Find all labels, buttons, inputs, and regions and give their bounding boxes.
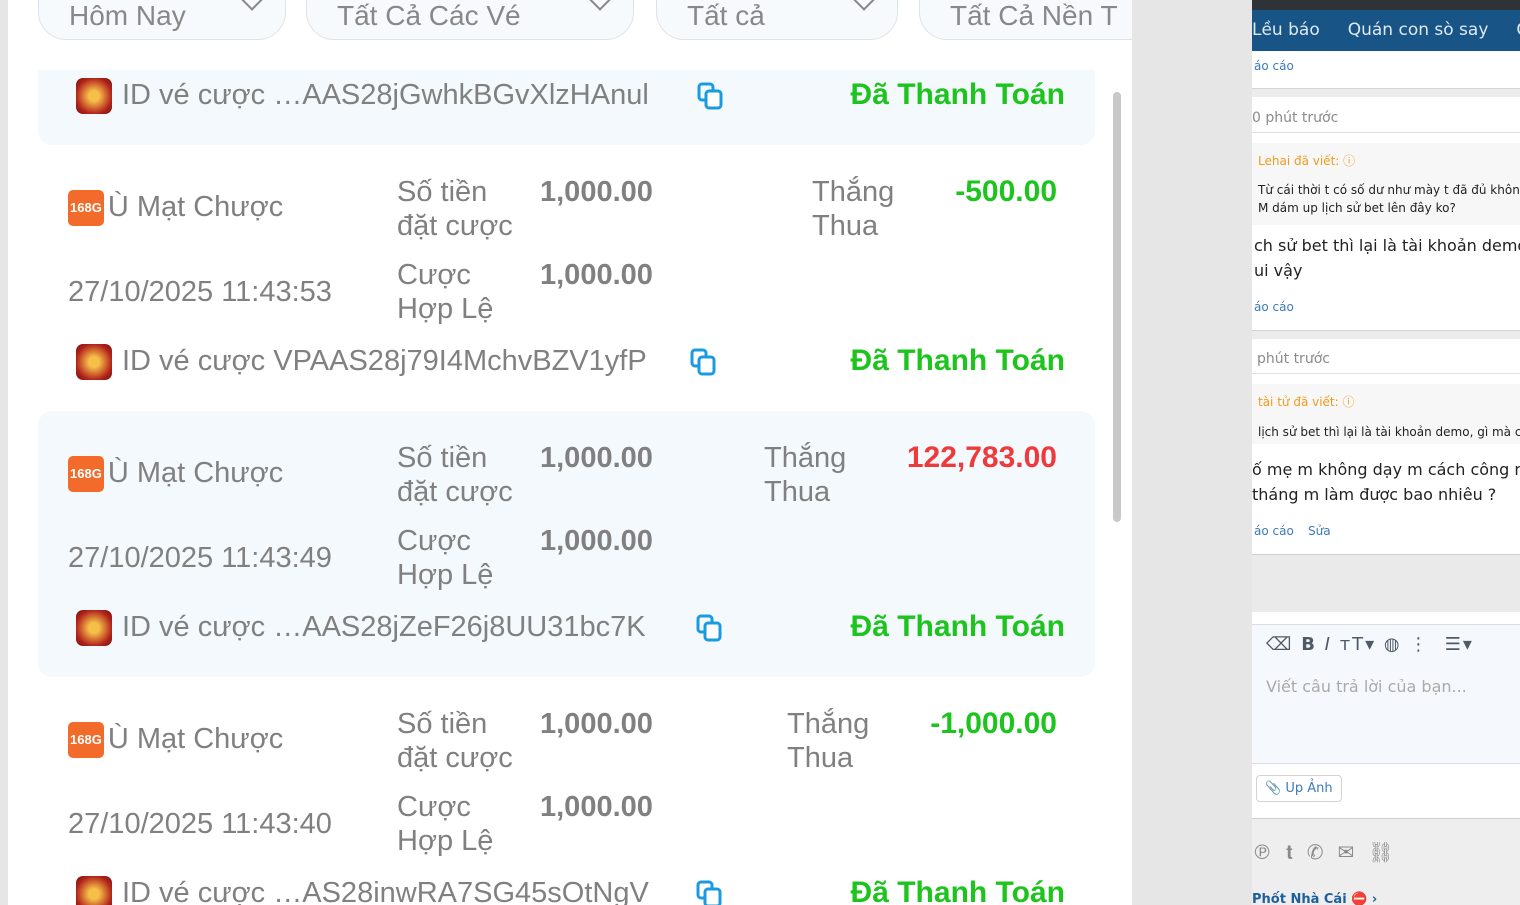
status-paid: Đã Thanh Toán [850,344,1065,377]
bet-amount: 1,000.00 [540,176,653,208]
provider-badge: 168G [68,456,104,493]
forum-nav: Lều báo Quán con sò say Ch [1252,10,1520,51]
game-name: 168G Ù Mạt Chược [68,190,283,227]
quote-text: lịch sử bet thì lại là tài khoản demo, g… [1258,425,1520,439]
copy-icon[interactable] [695,614,723,642]
editor-toolbar[interactable]: ⌫ B I тT▾ ◍ ⋮ ☰▾ [1266,634,1474,655]
winloss-amount: -1,000.00 [930,707,1057,740]
share-icons[interactable]: ℗𝐭✆✉⛓ [1252,840,1408,864]
ticket-filter[interactable]: Tất Cả Các Vé [306,0,634,40]
bet-datetime: 27/10/2025 11:43:53 [68,276,332,308]
slot-game-icon [76,610,112,646]
upload-label: Up Ảnh [1285,781,1333,796]
valid-label: Cược Hợp Lệ [397,525,494,591]
amount-label: Số tiền đặt cược [397,176,513,242]
status-paid: Đã Thanh Toán [850,610,1065,643]
nav-item[interactable]: Lều báo [1252,20,1320,40]
valid-amount: 1,000.00 [540,791,653,823]
bet-amount: 1,000.00 [540,708,653,740]
amount-label: Số tiền đặt cược [397,708,513,774]
forum-window: Lều báo Quán con sò say Ch áo cáo 0 phút t… [1252,0,1520,905]
filter-label: Tất Cả Nền T [950,0,1118,31]
valid-label: Cược Hợp Lệ [397,259,494,325]
report-link[interactable]: áo cáo [1254,524,1294,538]
browser-bar [1252,0,1520,10]
filter-label: Tất Cả Các Vé [337,0,521,31]
slot-game-icon [76,344,112,380]
winloss-label: Thắng Thua [812,176,895,242]
scrollbar[interactable] [1113,92,1121,522]
amount-label: Số tiền đặt cược [397,442,513,508]
bet-history-panel: Hôm Nay Tất Cả Các Vé Tất cả Tất Cả Nền … [8,0,1132,905]
reply-input[interactable]: Viết câu trả lời của bạn... [1266,677,1467,696]
post-body: ố mẹ m không dạy m cách công n [1252,460,1520,479]
reply-editor[interactable] [1252,624,1520,764]
ticket-id: ID vé cược …AAS28jZeF26j8UU31bc7K [122,611,646,643]
copy-icon[interactable] [689,348,717,376]
bet-amount: 1,000.00 [540,442,653,474]
quote-author: Lehai đã viết: ⓘ [1258,154,1356,168]
nav-item[interactable]: Quán con sò say [1347,20,1489,40]
edit-link[interactable]: Sửa [1308,524,1331,538]
nav-item[interactable]: Ch [1516,20,1520,40]
post-time: 0 phút trước [1252,110,1339,126]
bet-datetime: 27/10/2025 11:43:49 [68,542,332,574]
platform-filter[interactable]: Tất Cả Nền T [919,0,1132,40]
valid-label: Cược Hợp Lệ [397,791,494,857]
bet-card: ID vé cược …AAS28jGwhkBGvXlzHAnul Đã Tha… [38,70,1095,145]
breadcrumb-link[interactable]: Phốt Nhà Cái ⛔ › [1252,892,1378,905]
post-body: tháng m làm được bao nhiêu ? [1252,485,1497,504]
quote-block [1252,143,1520,225]
bet-card: 168G Ù Mạt Chược 27/10/2025 11:43:53 Số t… [38,145,1095,411]
upload-button[interactable]: 📎 Up Ảnh [1256,775,1342,802]
game-name: 168G Ù Mạt Chược [68,456,283,493]
status-paid: Đã Thanh Toán [850,78,1065,111]
slot-game-icon [76,78,112,114]
filter-label: Tất cả [687,0,765,31]
post-body: ui vậy [1254,261,1303,280]
provider-badge: 168G [68,190,104,227]
winloss-amount: 122,783.00 [906,441,1057,474]
chevron-down-icon [239,0,265,11]
quote-text: M dám up lịch sử bet lên đây ko? [1258,201,1456,215]
report-link[interactable]: áo cáo [1254,300,1294,314]
winloss-label: Thắng Thua [787,708,870,774]
provider-badge: 168G [68,722,104,759]
filter-label: Hôm Nay [69,0,186,31]
valid-amount: 1,000.00 [540,259,653,291]
copy-icon[interactable] [696,82,724,110]
bet-card: 168G Ù Mạt Chược 27/10/2025 11:43:49 Số t… [38,411,1095,677]
quote-text: Từ cái thời t có số dư như mày t đã đủ k… [1258,183,1520,197]
status-paid: Đã Thanh Toán [850,876,1065,905]
ticket-id: ID vé cược …AAS28jGwhkBGvXlzHAnul [122,79,649,111]
paperclip-icon: 📎 [1265,781,1282,796]
winloss-amount: -500.00 [955,175,1057,208]
chevron-down-icon [851,0,877,11]
quote-block [1252,384,1520,444]
post-time: phút trước [1257,351,1330,367]
bet-datetime: 27/10/2025 11:43:40 [68,808,332,840]
status-filter[interactable]: Tất cả [656,0,898,40]
copy-icon[interactable] [695,880,723,905]
valid-amount: 1,000.00 [540,525,653,557]
date-filter[interactable]: Hôm Nay [38,0,286,40]
quote-author: tài tử đã viết: ⓘ [1258,395,1355,409]
ticket-id: ID vé cược …AS28inwRA7SG45sOtNgV [122,877,649,905]
chevron-down-icon [587,0,613,11]
post-body: ch sử bet thì lại là tài khoản demo [1254,236,1520,255]
winloss-label: Thắng Thua [764,442,847,508]
ticket-id: ID vé cược VPAAS28j79I4MchvBZV1yfP [122,345,647,377]
slot-game-icon [76,876,112,905]
game-name: 168G Ù Mạt Chược [68,722,283,759]
report-link[interactable]: áo cáo [1254,59,1294,73]
bet-card: 168G Ù Mạt Chược 27/10/2025 11:43:40 Số t… [38,677,1095,905]
